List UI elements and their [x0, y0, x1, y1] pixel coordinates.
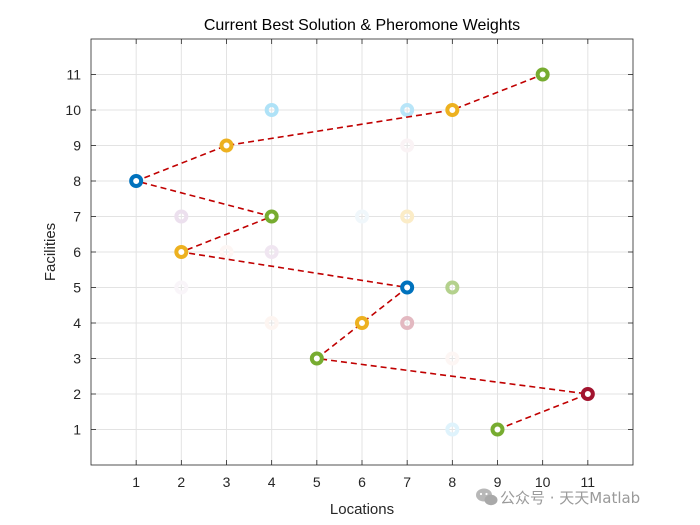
x-tick-label: 10 — [535, 474, 551, 490]
watermark: 公众号 · 天天Matlab — [476, 488, 640, 507]
pheromone-marker — [174, 209, 189, 224]
x-tick-label: 1 — [132, 474, 140, 490]
wechat-icon — [476, 488, 498, 506]
y-tick-label: 11 — [66, 67, 81, 83]
y-tick-label: 2 — [73, 386, 81, 402]
y-tick-label: 6 — [73, 244, 81, 260]
x-tick-labels: 1 2 3 4 5 6 7 8 9 10 11 — [132, 474, 595, 490]
x-tick-label: 8 — [448, 474, 456, 490]
pheromone-marker — [400, 316, 415, 330]
y-tick-label: 1 — [73, 422, 81, 438]
best-path-marker — [400, 280, 415, 295]
best-path-marker — [264, 209, 279, 224]
y-tick-labels: 1 2 3 4 5 6 7 8 9 10 11 — [65, 67, 81, 438]
x-tick-label: 3 — [223, 474, 231, 490]
pheromone-layer — [174, 103, 460, 437]
x-tick-label: 6 — [358, 474, 366, 490]
y-axis-label: Facilities — [42, 223, 59, 281]
y-tick-label: 4 — [73, 315, 81, 331]
pheromone-marker — [174, 280, 189, 295]
pheromone-marker — [355, 209, 369, 224]
pheromone-marker — [445, 351, 460, 366]
y-tick-label: 5 — [73, 280, 81, 296]
pheromone-marker — [219, 245, 234, 259]
pheromone-marker — [400, 103, 415, 117]
best-path-marker — [490, 422, 505, 437]
best-path-marker — [535, 67, 550, 82]
tick-marks — [91, 39, 633, 465]
x-tick-label: 7 — [403, 474, 411, 490]
y-tick-label: 9 — [73, 138, 81, 154]
pheromone-marker — [264, 316, 279, 330]
x-axis-label: Locations — [330, 501, 394, 518]
best-path-marker — [355, 316, 369, 330]
x-tick-label: 5 — [313, 474, 321, 490]
x-tick-label: 9 — [494, 474, 502, 490]
pheromone-marker — [400, 138, 415, 153]
y-tick-label: 7 — [73, 209, 81, 225]
best-path-markers — [129, 67, 595, 437]
best-path-marker — [174, 245, 189, 259]
pheromone-marker — [400, 209, 415, 224]
pheromone-marker — [445, 422, 460, 437]
best-path-marker — [309, 351, 324, 366]
best-path-marker — [445, 103, 460, 117]
y-tick-label: 8 — [73, 173, 81, 189]
pheromone-marker — [264, 245, 279, 259]
y-tick-label: 3 — [73, 351, 81, 367]
x-tick-label: 11 — [581, 474, 596, 490]
best-path-marker — [219, 138, 234, 153]
pheromone-marker — [445, 280, 460, 295]
best-path-marker — [129, 174, 144, 188]
x-tick-label: 2 — [177, 474, 185, 490]
watermark-text: 公众号 · 天天Matlab — [500, 489, 640, 507]
chart-title: Current Best Solution & Pheromone Weight… — [204, 17, 520, 34]
best-path-marker — [580, 387, 595, 401]
x-tick-label: 4 — [268, 474, 276, 490]
pheromone-marker — [264, 103, 279, 117]
y-tick-label: 10 — [65, 102, 81, 118]
